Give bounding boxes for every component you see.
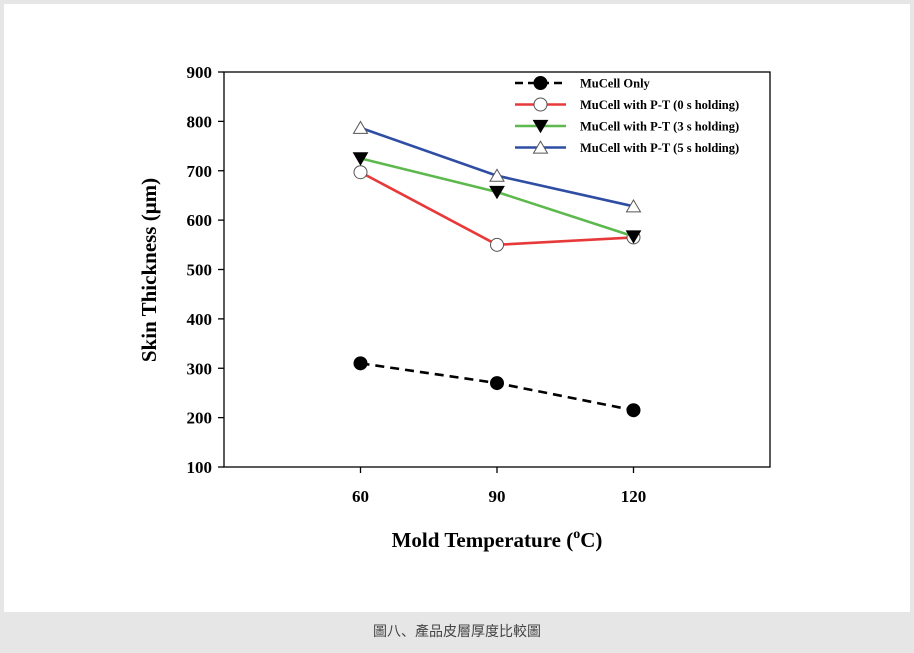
x-axis-title-text: Mold Temperature [392, 528, 561, 552]
y-tick-label: 900 [187, 63, 213, 82]
series-1-point [490, 376, 504, 391]
x-axis-title: Mold Temperature (oC) [392, 527, 603, 552]
legend-entry-2: MuCell with P-T (0 s holding) [515, 97, 739, 112]
x-tick-label: 120 [621, 487, 647, 506]
series-4 [352, 120, 642, 213]
legend-marker [533, 97, 548, 112]
series-2-line [359, 171, 634, 247]
series-3-point [352, 152, 369, 166]
legend-label: MuCell with P-T (5 s holding) [580, 141, 739, 155]
y-tick-label: 200 [187, 409, 213, 428]
y-tick-label: 500 [187, 261, 213, 280]
y-axis-title: Skin Thickness (μm) [137, 178, 161, 362]
legend-label: MuCell Only [580, 77, 651, 91]
x-axis-unit-open: ( [566, 528, 573, 552]
legend-entry-3: MuCell with P-T (3 s holding) [515, 120, 739, 134]
x-tick-label: 60 [352, 487, 369, 506]
series-4-point [352, 120, 369, 134]
y-tick-label: 300 [187, 359, 213, 378]
series-4-point [625, 199, 642, 213]
x-axis-unit-close: C) [580, 528, 602, 552]
y-tick-label: 100 [187, 458, 213, 477]
legend-label: MuCell with P-T (3 s holding) [580, 120, 739, 134]
axes: 100 200 300 400 500 600 700 800 900 60 90 120 [187, 63, 771, 506]
y-tick-label: 700 [187, 162, 213, 181]
legend-marker [532, 140, 549, 154]
series-4-point [489, 168, 505, 182]
figure-caption: 圖八、產品皮層厚度比較圖 [373, 624, 541, 640]
legend-entry-1: MuCell Only [515, 76, 651, 91]
y-tick-label: 400 [187, 310, 213, 329]
skin-thickness-chart: 100 200 300 400 500 600 700 800 900 60 90 120 MuCel… [137, 63, 771, 552]
series-1 [353, 356, 641, 418]
series-2-point [490, 237, 504, 252]
y-tick-label: 600 [187, 211, 213, 230]
legend-marker [532, 119, 549, 134]
figure-panel [4, 4, 910, 612]
series-1-point [626, 403, 641, 418]
legend-entry-4: MuCell with P-T (5 s holding) [515, 140, 739, 155]
series-1-point [353, 356, 368, 371]
series-2-point [353, 165, 368, 180]
series-3 [352, 152, 642, 244]
series-layer [352, 120, 642, 418]
legend-marker [533, 76, 548, 90]
x-axis-unit-superscript: o [573, 527, 580, 542]
legend: MuCell Only MuCell with P-T (0 s holding)… [515, 76, 739, 155]
x-tick-label: 90 [489, 487, 506, 506]
y-tick-label: 800 [187, 112, 213, 131]
series-3-point [489, 185, 505, 200]
series-3-point [625, 230, 642, 244]
legend-label: MuCell with P-T (0 s holding) [580, 98, 739, 112]
